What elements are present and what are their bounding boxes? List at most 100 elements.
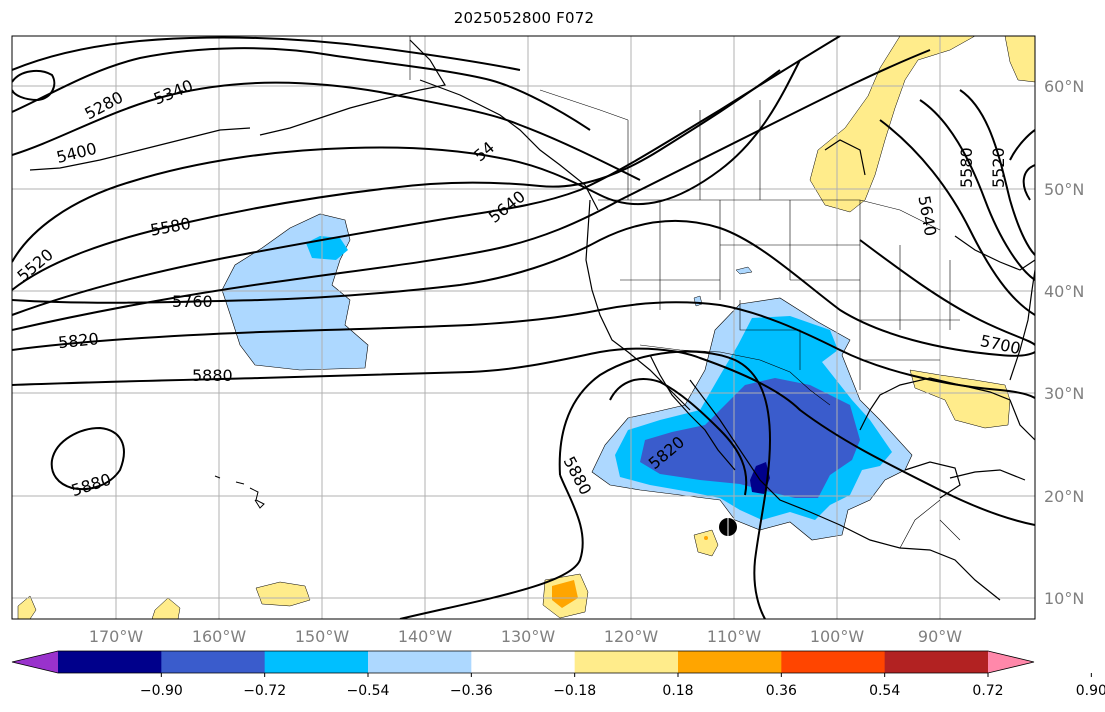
lon-label: 150°W — [295, 627, 350, 646]
lat-label: 50°N — [1044, 180, 1084, 199]
colorbar-segment — [574, 651, 679, 673]
contour-5760 — [12, 219, 1035, 357]
colorbar-tick-label: −0.72 — [243, 683, 286, 699]
anomaly-fill-mexico-darkest — [750, 462, 770, 494]
anomaly-fill-gulf — [909, 369, 1011, 429]
border-states-1 — [620, 200, 861, 390]
coastline-alaska-west — [259, 39, 446, 136]
storm-marker — [719, 518, 737, 536]
contour-5400 — [12, 81, 641, 181]
border-central-america — [899, 499, 961, 549]
coastline-alaska — [419, 79, 599, 211]
contour-5640-east — [879, 119, 1035, 316]
colorbar-segment — [678, 651, 782, 673]
colorbar-tick-label: 0.54 — [869, 683, 900, 699]
coastline-mexico-west — [689, 379, 1001, 601]
border-us-mexico — [639, 344, 831, 406]
colorbar-extend-high — [988, 651, 1034, 673]
anomaly-fill-epac-1-orange — [552, 580, 578, 608]
contour-5640 — [12, 36, 841, 316]
border-states-2 — [739, 245, 960, 370]
contour-label: 5820 — [57, 329, 99, 352]
colorbar-extend-low — [12, 651, 58, 673]
contour-5880-epac — [558, 350, 772, 619]
colorbar-outline — [11, 650, 1035, 674]
anomaly-fill-small-1 — [735, 266, 753, 275]
contour-label: 5580 — [957, 147, 976, 188]
contour-5580-east — [919, 99, 1035, 281]
colorbar-ticks: −0.90 −0.72 −0.54 −0.36 −0.18 0.18 0.36 0.54 0.7… — [140, 673, 1105, 699]
colorbar-segment — [264, 651, 369, 673]
contour-5340 — [12, 47, 591, 131]
hawaii-islands — [214, 475, 265, 509]
lat-label: 20°N — [1044, 487, 1084, 506]
colorbar-tick-label: −0.18 — [553, 683, 596, 699]
contour-label: 5880 — [192, 366, 233, 385]
colorbar-segment — [368, 651, 472, 673]
contour-label: 5520 — [989, 147, 1008, 188]
colorbar-segment — [471, 651, 576, 673]
coastline-aleutians — [29, 127, 251, 171]
contour-5520-east — [959, 89, 1035, 256]
anomaly-fill-dot — [704, 536, 708, 540]
latitude-labels: 60°N 50°N 40°N 30°N 20°N 10°N — [1044, 77, 1084, 608]
colorbar-tick-label: 0.18 — [662, 683, 693, 699]
borders — [409, 36, 961, 549]
colorbar-tick-label: 0.90 — [1076, 683, 1105, 699]
colorbar — [11, 650, 1035, 674]
lon-label: 100°W — [810, 627, 865, 646]
lon-label: 140°W — [398, 627, 453, 646]
map-frame — [11, 35, 1036, 620]
anomaly-fill-epac-3 — [151, 597, 181, 619]
colorbar-tick-label: −0.90 — [140, 683, 183, 699]
contour-label: 5760 — [172, 292, 213, 311]
coastlines — [29, 39, 1035, 601]
anomaly-fill-epac-2 — [255, 581, 311, 607]
anomaly-fill-mexico-coast — [693, 529, 719, 557]
lat-label: 10°N — [1044, 589, 1084, 608]
coastline-yucatan — [904, 461, 961, 499]
contour-5520 — [12, 59, 801, 263]
negative-anomaly-fills — [221, 213, 913, 541]
lat-label: 40°N — [1044, 282, 1084, 301]
lon-label: 130°W — [501, 627, 556, 646]
lon-label: 90°W — [918, 627, 962, 646]
contour-5880-epac-south — [399, 474, 584, 619]
coastline-canada-east — [954, 235, 1035, 271]
colorbar-segment — [781, 651, 886, 673]
contour-5280-closed — [12, 69, 56, 102]
map-title: 2025052800 F072 — [453, 9, 595, 27]
longitude-labels: 170°W 160°W 150°W 140°W 130°W 120°W 110°… — [89, 627, 962, 646]
positive-anomaly-fills — [17, 36, 1035, 619]
anomaly-fill-canada-2 — [1004, 36, 1035, 83]
contour-5700-east — [859, 239, 1035, 346]
coastline-east-us — [1009, 269, 1035, 381]
contour-5820 — [12, 301, 1035, 399]
anomaly-fill-mexico-deep — [640, 378, 860, 498]
contour-5880-upper — [12, 347, 1035, 526]
colorbar-tick-label: −0.36 — [450, 683, 493, 699]
colorbar-segment — [58, 651, 162, 673]
lat-label: 60°N — [1044, 77, 1084, 96]
colorbar-tick-label: 0.36 — [766, 683, 797, 699]
lon-label: 170°W — [89, 627, 144, 646]
colorbar-tick-label: −0.54 — [347, 683, 390, 699]
coastline-hudson — [824, 139, 866, 176]
anomaly-fill-canada — [809, 36, 976, 213]
coastline-baja — [649, 354, 736, 471]
colorbar-segment — [884, 651, 989, 673]
lon-label: 160°W — [192, 627, 247, 646]
coastline-cuba — [949, 469, 1026, 481]
height-contours — [12, 36, 1035, 619]
contour-5580 — [12, 69, 781, 291]
border-provinces — [539, 89, 761, 200]
lon-label: 120°W — [604, 627, 659, 646]
contour-5880-closed-west — [50, 426, 125, 490]
colorbar-tick-label: 0.72 — [972, 683, 1003, 699]
coastline-west-us — [585, 199, 691, 411]
contour-5700 — [12, 49, 931, 331]
lat-label: 30°N — [1044, 384, 1084, 403]
contour-5280 — [12, 36, 521, 71]
contour-5820-mexico — [609, 378, 748, 496]
